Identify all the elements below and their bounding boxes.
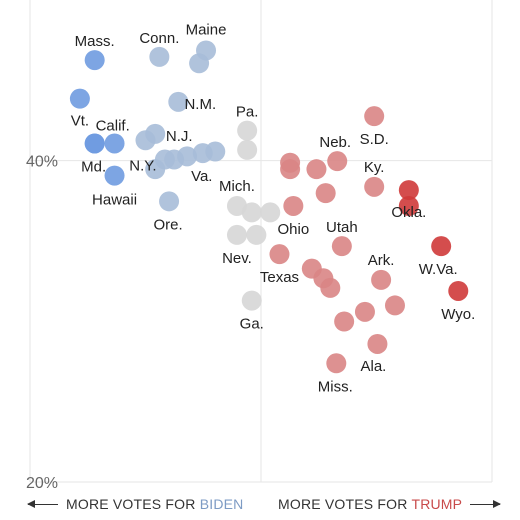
data-point xyxy=(241,202,262,223)
data-point xyxy=(431,236,452,257)
data-point xyxy=(306,159,327,180)
data-point xyxy=(371,269,392,290)
point-label: Okla. xyxy=(391,204,426,221)
point-label: Nev. xyxy=(222,250,252,267)
data-point xyxy=(135,130,156,151)
data-point xyxy=(159,191,180,212)
data-point xyxy=(226,224,247,245)
point-label: Vt. xyxy=(71,113,89,130)
point-label: Ore. xyxy=(153,216,182,233)
footer-biden-side: MORE VOTES FOR BIDEN xyxy=(27,496,244,512)
y-tick-label: 40% xyxy=(26,154,58,171)
point-label: Miss. xyxy=(318,378,353,395)
point-label: Mich. xyxy=(219,178,255,195)
point-label: Md. xyxy=(81,158,106,175)
point-label: Mass. xyxy=(75,33,115,50)
footer-right-prefix: MORE VOTES FOR xyxy=(278,496,412,512)
point-label: Pa. xyxy=(236,104,259,121)
point-label: S.D. xyxy=(360,131,389,148)
data-point xyxy=(237,120,258,141)
data-point xyxy=(280,152,301,173)
data-point xyxy=(84,133,105,154)
data-point xyxy=(320,277,341,298)
data-point xyxy=(384,295,405,316)
point-label: Ark. xyxy=(368,252,395,269)
point-label: Wyo. xyxy=(441,306,475,323)
footer-left-prefix: MORE VOTES FOR xyxy=(66,496,200,512)
data-point xyxy=(104,133,125,154)
data-point xyxy=(283,195,304,216)
point-label: Conn. xyxy=(139,30,179,47)
data-point xyxy=(237,139,258,160)
data-point xyxy=(398,180,419,201)
data-point xyxy=(189,53,210,74)
data-point xyxy=(354,301,375,322)
footer-trump-side: MORE VOTES FOR TRUMP xyxy=(278,496,502,512)
point-label: Maine xyxy=(186,21,227,38)
point-label: Ky. xyxy=(364,159,385,176)
arrow-right-icon xyxy=(470,499,502,508)
point-labels: Mass. Vt. Calif. Md. Hawaii Conn. Maine N.M. N.J… xyxy=(71,21,476,395)
data-point xyxy=(168,91,189,112)
point-label: Hawaii xyxy=(92,192,137,209)
point-label: Va. xyxy=(191,168,212,185)
data-point xyxy=(326,353,347,374)
point-label: N.J. xyxy=(166,128,193,145)
point-label: W.Va. xyxy=(419,261,458,278)
footer-trump-name: TRUMP xyxy=(411,496,463,512)
point-label: N.M. xyxy=(184,96,216,113)
data-point xyxy=(315,183,336,204)
data-point xyxy=(327,151,348,172)
data-points xyxy=(69,40,469,374)
data-point xyxy=(398,195,419,216)
point-label: Utah xyxy=(326,219,358,236)
data-point xyxy=(145,159,166,180)
data-point xyxy=(364,106,385,127)
point-label: N.Y. xyxy=(129,158,156,175)
data-point xyxy=(331,236,352,257)
data-point xyxy=(177,146,198,167)
y-axis-ticks: 40% 20% xyxy=(26,154,58,492)
point-label: Neb. xyxy=(319,134,351,151)
data-point xyxy=(69,88,90,109)
data-point xyxy=(149,46,170,67)
data-point xyxy=(260,202,281,223)
point-label: Texas xyxy=(260,269,299,286)
data-point xyxy=(334,311,355,332)
point-label: Ohio xyxy=(277,221,309,238)
data-point xyxy=(205,141,226,162)
data-point xyxy=(84,50,105,71)
data-point xyxy=(448,280,469,301)
y-tick-label: 20% xyxy=(26,475,58,492)
data-point xyxy=(104,165,125,186)
data-point xyxy=(241,290,262,311)
arrow-left-icon xyxy=(27,499,58,508)
point-label: Ga. xyxy=(240,316,264,333)
data-point xyxy=(367,333,388,354)
point-label: Ala. xyxy=(360,358,386,375)
data-point xyxy=(246,224,267,245)
data-point xyxy=(364,176,385,197)
data-point xyxy=(269,244,290,265)
footer-biden-name: BIDEN xyxy=(199,496,244,512)
point-label: Calif. xyxy=(96,117,130,134)
